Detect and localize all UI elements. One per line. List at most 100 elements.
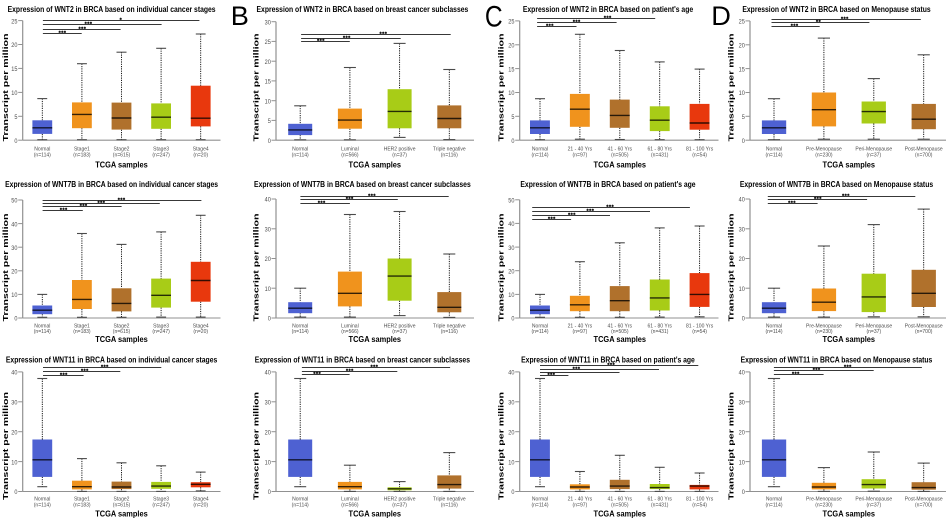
svg-text:25: 25 (11, 19, 18, 25)
svg-text:30: 30 (11, 401, 18, 407)
svg-text:Normal: Normal (292, 147, 308, 153)
svg-text:Transcript per million: Transcript per million (252, 391, 261, 500)
svg-text:TCGA samples: TCGA samples (349, 335, 402, 344)
svg-text:(n=116): (n=116) (441, 502, 458, 508)
svg-text:15: 15 (508, 67, 515, 73)
svg-text:Expression of WNT7B in BRCA ba: Expression of WNT7B in BRCA based on Men… (740, 180, 934, 189)
svg-text:(n=114): (n=114) (292, 152, 309, 158)
svg-text:Stage2: Stage2 (114, 147, 130, 153)
svg-text:61 - 80 Yrs: 61 - 80 Yrs (647, 323, 672, 329)
svg-text:HER2 positive: HER2 positive (384, 147, 416, 153)
svg-text:(n=54): (n=54) (692, 329, 707, 335)
svg-text:Triple negative: Triple negative (433, 323, 466, 329)
svg-text:(n=97): (n=97) (573, 152, 588, 158)
svg-text:20: 20 (265, 430, 272, 436)
svg-text:(n=505): (n=505) (611, 502, 629, 508)
svg-text:10: 10 (11, 91, 18, 97)
svg-text:30: 30 (739, 227, 746, 233)
svg-text:(n=183): (n=183) (73, 152, 91, 158)
svg-text:Transcript per million: Transcript per million (1, 391, 10, 500)
svg-text:10: 10 (739, 91, 746, 97)
svg-text:Expression of WNT11 in BRCA ba: Expression of WNT11 in BRCA based on ind… (6, 355, 218, 364)
svg-text:Expression of WNT11 in BRCA ba: Expression of WNT11 in BRCA based on bre… (255, 355, 471, 364)
svg-text:Stage4: Stage4 (193, 147, 209, 153)
svg-text:10: 10 (265, 460, 272, 466)
svg-text:Normal: Normal (532, 147, 548, 153)
svg-text:Peri-Menopause: Peri-Menopause (855, 497, 892, 503)
svg-text:0: 0 (268, 490, 272, 496)
svg-text:15: 15 (739, 67, 746, 73)
svg-text:20: 20 (11, 430, 18, 436)
svg-text:Transcript per million: Transcript per million (1, 213, 10, 322)
svg-text:(n=114): (n=114) (34, 329, 51, 335)
svg-text:30: 30 (265, 227, 272, 233)
svg-text:10: 10 (265, 287, 272, 293)
svg-text:Normal: Normal (766, 323, 782, 329)
svg-text:Transcript per million: Transcript per million (497, 391, 506, 500)
svg-text:21 - 40 Yrs: 21 - 40 Yrs (568, 497, 593, 503)
svg-text:20: 20 (11, 43, 18, 49)
svg-text:(n=183): (n=183) (73, 329, 91, 335)
svg-text:0: 0 (511, 490, 515, 496)
svg-text:(n=20): (n=20) (193, 152, 208, 158)
svg-text:(n=566): (n=566) (341, 329, 359, 335)
svg-text:Transcript per million: Transcript per million (727, 391, 736, 500)
svg-text:Pre-Menopause: Pre-Menopause (806, 323, 842, 329)
svg-text:20: 20 (265, 257, 272, 263)
svg-text:5: 5 (742, 115, 746, 121)
svg-text:10: 10 (11, 460, 18, 466)
svg-text:Normal: Normal (532, 497, 548, 503)
svg-text:Luminal: Luminal (341, 147, 359, 153)
svg-text:Stage4: Stage4 (193, 323, 209, 329)
svg-text:(n=20): (n=20) (193, 502, 208, 508)
svg-text:(n=700): (n=700) (915, 329, 933, 335)
svg-text:Pre-Menopause: Pre-Menopause (806, 497, 842, 503)
svg-text:B: B (231, 0, 249, 31)
svg-text:TCGA samples: TCGA samples (594, 509, 647, 518)
svg-text:40: 40 (739, 371, 746, 377)
svg-text:Post-Menopause: Post-Menopause (905, 147, 943, 153)
svg-text:(n=114): (n=114) (531, 329, 548, 335)
svg-text:(n=230): (n=230) (815, 502, 833, 508)
svg-text:10: 10 (739, 460, 746, 466)
svg-text:Normal: Normal (766, 497, 782, 503)
svg-text:Normal: Normal (292, 497, 308, 503)
svg-text:0: 0 (742, 317, 746, 323)
svg-text:10: 10 (508, 91, 515, 97)
svg-text:30: 30 (265, 20, 272, 26)
svg-text:40: 40 (265, 371, 272, 377)
svg-text:(n=431): (n=431) (651, 152, 669, 158)
svg-text:Luminal: Luminal (341, 323, 359, 329)
svg-text:25: 25 (508, 20, 515, 26)
svg-text:TCGA samples: TCGA samples (594, 160, 647, 169)
svg-text:Triple negative: Triple negative (433, 497, 466, 503)
svg-text:61 - 80 Yrs: 61 - 80 Yrs (647, 497, 672, 503)
svg-text:Transcript per million: Transcript per million (252, 33, 261, 142)
svg-text:0: 0 (742, 139, 746, 145)
svg-text:(n=37): (n=37) (392, 502, 407, 508)
svg-text:(n=37): (n=37) (866, 329, 881, 335)
svg-text:(n=247): (n=247) (152, 152, 170, 158)
svg-text:5: 5 (268, 119, 272, 125)
svg-text:HER2 positive: HER2 positive (384, 323, 416, 329)
svg-text:(n=37): (n=37) (392, 329, 407, 335)
svg-text:Stage1: Stage1 (74, 497, 90, 503)
svg-text:Expression of WNT7B in BRCA ba: Expression of WNT7B in BRCA based on bre… (254, 180, 471, 189)
svg-text:Normal: Normal (532, 323, 548, 329)
svg-text:Post-Menopause: Post-Menopause (905, 497, 943, 503)
svg-text:15: 15 (265, 80, 272, 86)
svg-text:(n=615): (n=615) (113, 502, 131, 508)
svg-text:10: 10 (739, 287, 746, 293)
svg-text:TCGA samples: TCGA samples (823, 160, 876, 169)
svg-text:20: 20 (11, 270, 18, 276)
svg-text:TCGA samples: TCGA samples (823, 335, 876, 344)
svg-text:Pre-Menopause: Pre-Menopause (806, 147, 842, 153)
svg-text:(n=97): (n=97) (573, 329, 588, 335)
svg-text:Normal: Normal (292, 323, 308, 329)
svg-text:(n=247): (n=247) (152, 502, 170, 508)
svg-text:25: 25 (739, 20, 746, 26)
svg-text:20: 20 (508, 430, 515, 436)
svg-text:(n=114): (n=114) (531, 502, 548, 508)
svg-text:Expression of WNT11 in BRCA ba: Expression of WNT11 in BRCA based on pat… (521, 355, 695, 364)
svg-text:40: 40 (265, 198, 272, 204)
